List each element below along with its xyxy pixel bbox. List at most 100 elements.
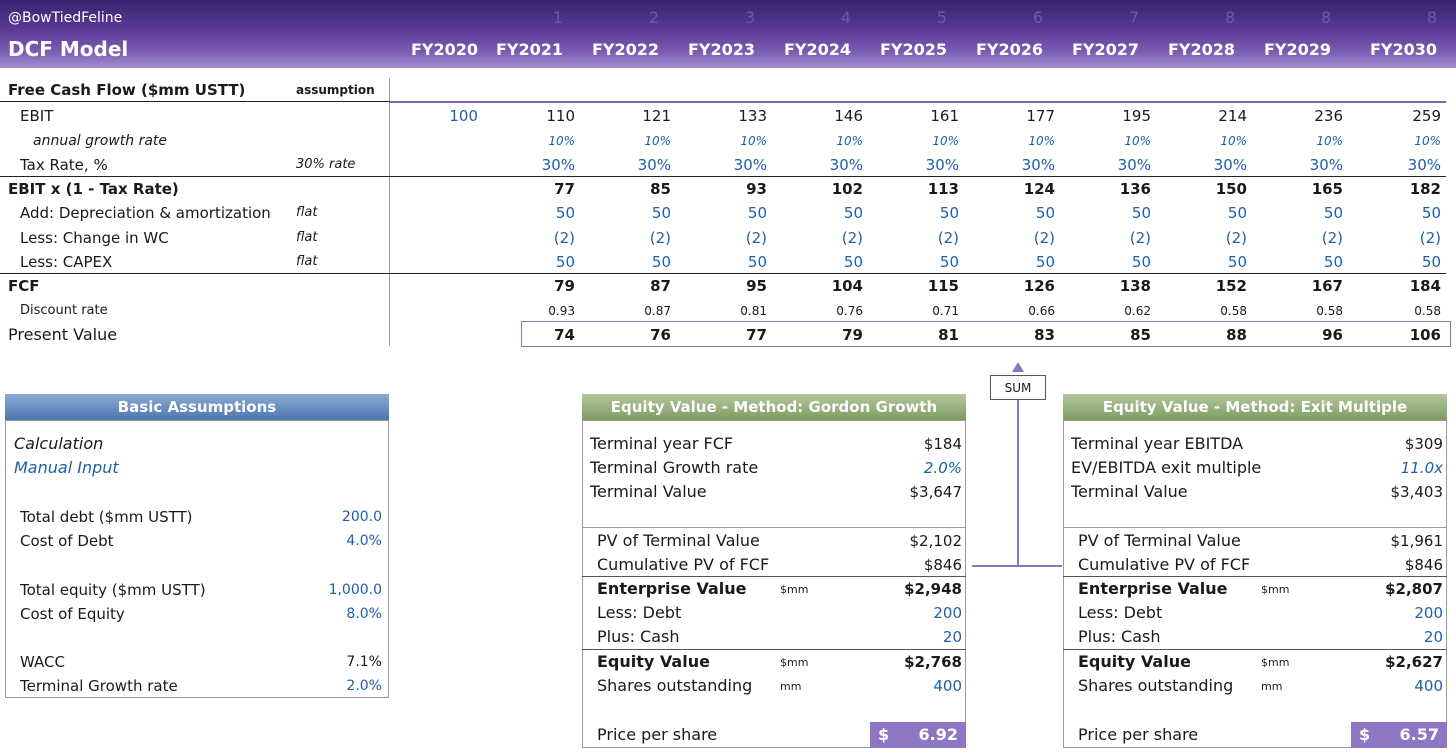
- equity-row-value: 20: [942, 628, 962, 646]
- row-label: annual growth rate: [33, 133, 168, 149]
- assumption-header: assumption: [296, 83, 375, 97]
- table-cell: 259: [1412, 107, 1441, 125]
- table-cell: 10%: [836, 134, 863, 148]
- table-cell: 30%: [733, 156, 767, 174]
- divider-line: [1063, 527, 1447, 528]
- table-cell: (2): [1129, 229, 1151, 247]
- equity-row-label: PV of Terminal Value: [1078, 531, 1241, 550]
- price-per-share-value: 6.57: [1399, 725, 1439, 744]
- fiscal-year-header: FY2028: [1167, 40, 1235, 59]
- basic-assumptions-title: Basic Assumptions: [5, 394, 389, 420]
- table-cell: 152: [1215, 277, 1247, 295]
- price-per-share-box: [870, 722, 966, 748]
- table-cell: 85: [650, 180, 671, 198]
- unit-label: $mm: [1261, 583, 1290, 596]
- row-label: Less: Change in WC: [20, 229, 169, 247]
- equity-row-label: Enterprise Value: [597, 579, 747, 598]
- equity-row-value: $2,102: [909, 532, 963, 550]
- table-cell: 50: [1323, 253, 1343, 271]
- equity-row-label: PV of Terminal Value: [597, 531, 760, 550]
- fiscal-year-header: FY2020: [410, 40, 478, 59]
- table-cell: 77: [554, 180, 575, 198]
- year-number: 4: [840, 8, 851, 27]
- divider-line: [0, 273, 1446, 274]
- table-cell: 76: [650, 326, 671, 344]
- table-cell: (2): [841, 229, 863, 247]
- page-title: DCF Model: [8, 37, 129, 61]
- table-cell: 10%: [932, 134, 959, 148]
- table-cell: 10%: [1220, 134, 1247, 148]
- equity-row-value: 11.0x: [1400, 459, 1443, 477]
- assumption-label: Total equity ($mm USTT): [20, 581, 206, 599]
- table-cell: (2): [1321, 229, 1343, 247]
- equity-row-label: Shares outstanding: [1078, 676, 1234, 695]
- table-cell: 50: [555, 253, 575, 271]
- divider-line: [1063, 649, 1447, 650]
- table-cell: 30%: [1407, 156, 1441, 174]
- table-cell: 10%: [1316, 134, 1343, 148]
- table-cell: 10%: [1414, 134, 1441, 148]
- gordon-growth-title: Equity Value - Method: Gordon Growth: [582, 394, 966, 420]
- table-cell: (2): [745, 229, 767, 247]
- exit-multiple-title: Equity Value - Method: Exit Multiple: [1063, 394, 1447, 420]
- fiscal-year-header: FY2027: [1071, 40, 1139, 59]
- equity-row-label: Price per share: [597, 725, 718, 744]
- table-cell: 96: [1322, 326, 1343, 344]
- fiscal-year-header: FY2021: [495, 40, 563, 59]
- table-cell: 0.58: [1316, 304, 1343, 318]
- table-cell: 165: [1311, 180, 1343, 198]
- equity-row-value: 20: [1423, 628, 1443, 646]
- row-assumption: flat: [296, 230, 318, 245]
- legend-manual-input: Manual Input: [14, 458, 119, 477]
- assumption-label: Cost of Debt: [20, 532, 114, 550]
- unit-label: mm: [780, 680, 802, 693]
- table-cell: 0.62: [1124, 304, 1151, 318]
- equity-row-value: 400: [933, 677, 962, 695]
- legend-calculation: Calculation: [14, 434, 104, 453]
- equity-row-value: 2.0%: [923, 459, 962, 477]
- assumption-value: 7.1%: [346, 654, 382, 670]
- table-cell: 106: [1409, 326, 1441, 344]
- table-cell: 50: [1227, 253, 1247, 271]
- table-cell: 50: [939, 253, 959, 271]
- table-cell: 0.58: [1220, 304, 1247, 318]
- unit-label: $mm: [780, 583, 809, 596]
- table-cell: 0.71: [932, 304, 959, 318]
- table-cell: 110: [546, 107, 575, 125]
- year-number: 7: [1128, 8, 1139, 27]
- table-cell: 74: [554, 326, 575, 344]
- sum-connector: [972, 565, 1062, 567]
- equity-row-label: Terminal year EBITDA: [1071, 434, 1244, 453]
- table-cell: 182: [1409, 180, 1441, 198]
- divider-line: [582, 527, 966, 528]
- table-cell: 10%: [740, 134, 767, 148]
- basic-assumptions-panel: [5, 420, 389, 698]
- table-cell: 184: [1409, 277, 1441, 295]
- equity-row-value: $846: [923, 556, 962, 574]
- assumption-value: 200.0: [341, 509, 382, 525]
- table-cell: 50: [1035, 253, 1055, 271]
- assumption-value: 4.0%: [346, 533, 382, 549]
- table-cell: 0.66: [1028, 304, 1055, 318]
- sum-label: SUM: [990, 375, 1046, 400]
- year-number: 6: [1032, 8, 1043, 27]
- equity-row-value: $3,647: [909, 483, 963, 501]
- table-cell: 50: [651, 253, 671, 271]
- divider-line: [0, 176, 1446, 177]
- equity-row-value: $2,768: [904, 653, 962, 671]
- table-cell: 30%: [829, 156, 863, 174]
- divider-line: [582, 576, 966, 577]
- divider-line: [390, 101, 1446, 103]
- table-cell: 102: [831, 180, 863, 198]
- currency-symbol: $: [878, 725, 890, 744]
- unit-label: $mm: [780, 656, 809, 669]
- equity-row-value: $846: [1404, 556, 1443, 574]
- table-cell: (2): [1419, 229, 1441, 247]
- equity-row-label: Plus: Cash: [597, 627, 680, 646]
- year-number: 8: [1426, 8, 1437, 27]
- equity-row-label: Less: Debt: [1078, 603, 1163, 622]
- equity-row-value: 200: [1414, 604, 1443, 622]
- table-cell: 30%: [1117, 156, 1151, 174]
- table-cell: 236: [1314, 107, 1343, 125]
- equity-row-label: Terminal Value: [1071, 482, 1188, 501]
